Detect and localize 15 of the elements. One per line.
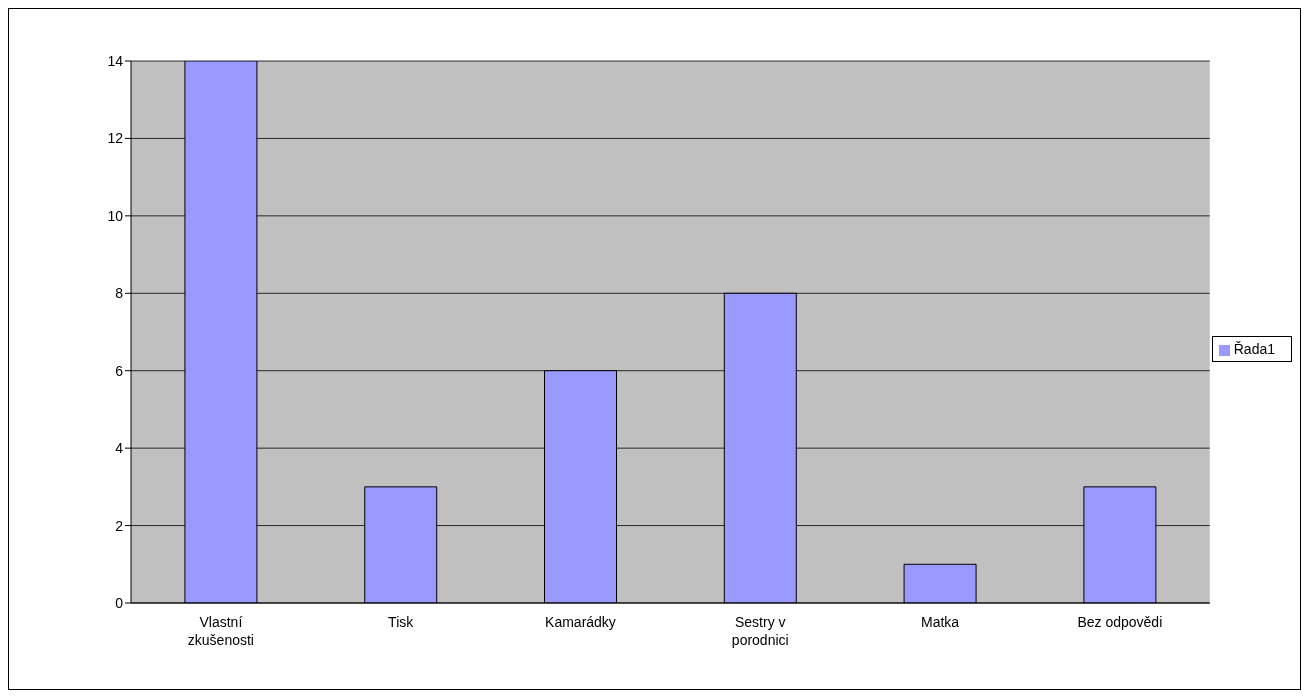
x-tick-label: Matka: [920, 614, 960, 630]
y-tick-label: 2: [115, 517, 124, 534]
y-tick-label: 14: [107, 52, 124, 69]
y-tick-label: 10: [107, 207, 124, 224]
y-tick-label: 4: [115, 440, 124, 457]
y-tick-label: 6: [115, 362, 124, 379]
y-tick-label: 8: [115, 285, 124, 302]
x-tick-label: Bez odpovědi: [1077, 614, 1163, 630]
x-tick-label: Kamarádky: [545, 614, 616, 630]
legend-label: Řada1: [1233, 341, 1275, 357]
y-tick-label: 12: [107, 130, 124, 147]
x-tick-label: Sestry v porodnici: [731, 614, 789, 648]
x-tick-label: Vlastní zkušenosti: [187, 614, 254, 648]
x-tick-label: Tisk: [388, 614, 415, 630]
y-tick-label: 0: [115, 594, 124, 611]
